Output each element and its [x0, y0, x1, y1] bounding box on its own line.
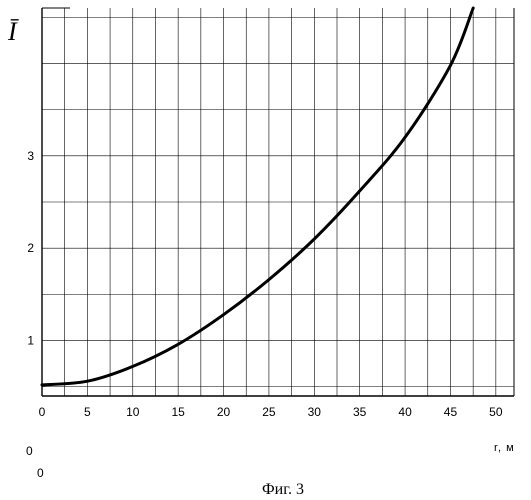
x-tick-label: 45 — [444, 405, 458, 419]
x-tick-label: 50 — [489, 405, 503, 419]
x-tick-label: 40 — [398, 405, 412, 419]
origin-label-lower: 0 — [37, 466, 44, 480]
y-tick-labels: 1 2 3 — [27, 149, 34, 348]
x-tick-label: 20 — [217, 405, 231, 419]
y-tick-label: 2 — [27, 241, 34, 255]
y-tick-label: 3 — [27, 149, 34, 163]
x-tick-label: 35 — [353, 405, 367, 419]
grid — [42, 8, 514, 396]
x-tick-label: 30 — [308, 405, 322, 419]
x-tick-label: 5 — [84, 405, 91, 419]
figure-caption: Фиг. 3 — [262, 481, 304, 498]
x-tick-label: 15 — [171, 405, 185, 419]
x-tick-labels: 0 5 10 15 20 25 30 35 40 45 50 — [39, 405, 503, 419]
series-line-0 — [42, 8, 473, 385]
x-tick-label: 10 — [126, 405, 140, 419]
series-layer — [42, 8, 473, 385]
x-axis-label: r, м — [494, 442, 515, 454]
y-axis-label: Ī — [7, 17, 19, 46]
origin-label-upper: 0 — [26, 444, 33, 458]
x-tick-label: 0 — [39, 405, 46, 419]
x-tick-label: 25 — [262, 405, 276, 419]
y-tick-label: 1 — [27, 334, 34, 348]
